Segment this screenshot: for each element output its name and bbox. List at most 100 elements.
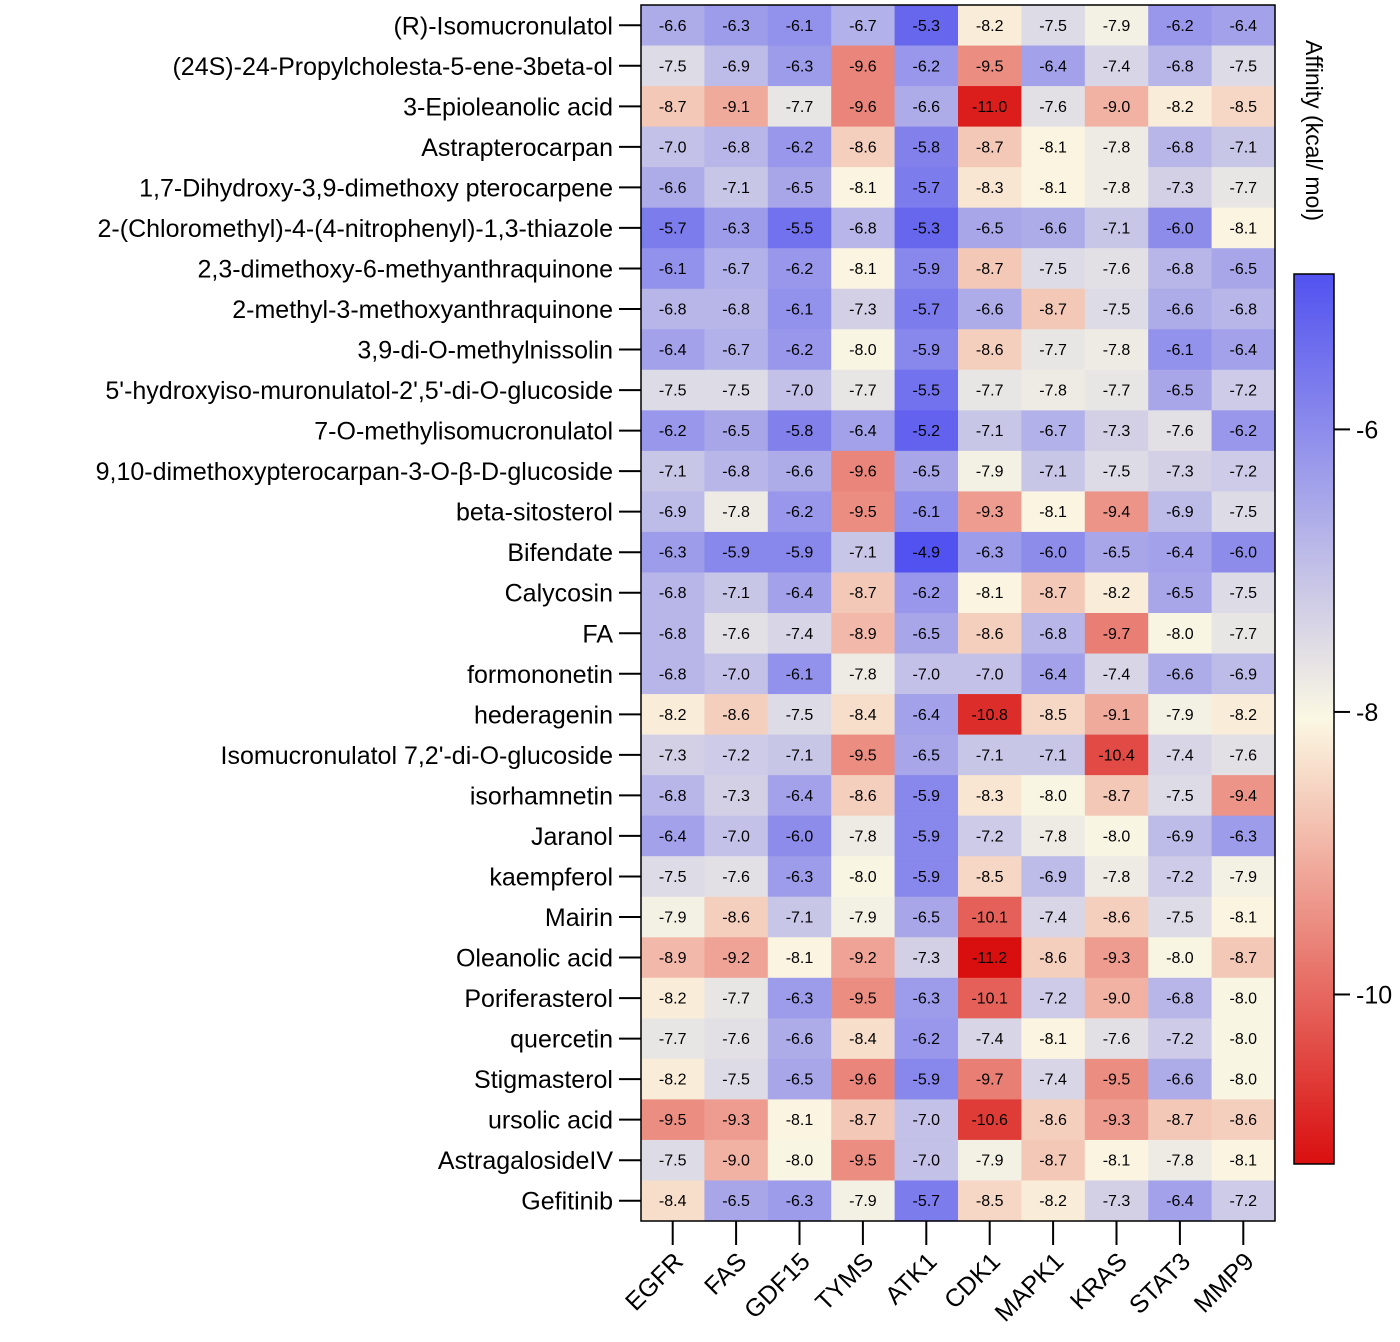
cell-value-label: -8.6 [1103, 910, 1131, 927]
cell-value-label: -6.0 [1166, 220, 1194, 237]
cell-value-label: -7.0 [659, 139, 687, 156]
heatmap-cell [958, 734, 1022, 776]
cell-value-label: -7.1 [1039, 747, 1067, 764]
heatmap-cell [641, 694, 705, 736]
cell-value-label: -8.6 [1039, 1112, 1067, 1129]
heatmap-cell [641, 896, 705, 938]
heatmap-cell [894, 410, 959, 452]
heatmap-cell [1211, 1018, 1276, 1060]
heatmap-cell [767, 491, 832, 533]
cell-value-label: -8.1 [1039, 504, 1067, 521]
heatmap-cell [1148, 410, 1213, 452]
cell-value-label: -8.2 [659, 707, 687, 724]
heatmap-cell [831, 1099, 896, 1141]
cell-value-label: -8.1 [1039, 180, 1067, 197]
cell-value-label: -7.2 [1039, 991, 1067, 1008]
cell-value-label: -7.6 [1103, 261, 1131, 278]
heatmap-cell [767, 694, 832, 736]
row-label: 7-O-methylisomucronulatol [314, 418, 613, 446]
heatmap-cell [767, 937, 832, 979]
heatmap-cell [958, 1058, 1022, 1100]
cell-value-label: -7.0 [722, 828, 750, 845]
heatmap-cell [1211, 653, 1276, 695]
cell-value-label: -7.0 [913, 1153, 941, 1170]
heatmap-cell [1211, 86, 1276, 128]
colorbar-title: Affinity (kcal/ mol) [1301, 40, 1327, 221]
heatmap-cell [641, 572, 705, 614]
heatmap-cell [1084, 1058, 1149, 1100]
row-label: 5'-hydroxyiso-muronulatol-2',5'-di-O-glu… [105, 377, 613, 405]
heatmap-cell [894, 572, 959, 614]
row-label: 9,10-dimethoxypterocarpan-3-O-β-D-glucos… [96, 458, 613, 486]
cell-value-label: -6.8 [659, 626, 687, 643]
heatmap-cell [1021, 248, 1086, 290]
cell-value-label: -5.5 [786, 220, 814, 237]
cell-value-label: -8.0 [1230, 1072, 1258, 1089]
heatmap-axes [619, 4, 1276, 1245]
cell-value-label: -9.4 [1103, 504, 1131, 521]
cell-value-label: -6.3 [786, 58, 814, 75]
cell-value-label: -9.6 [849, 1072, 877, 1089]
heatmap-cell [767, 126, 832, 168]
heatmap-cell [767, 1018, 832, 1060]
cell-value-label: -9.5 [849, 504, 877, 521]
cell-value-label: -5.8 [786, 423, 814, 440]
cell-value-label: -8.5 [1230, 99, 1258, 116]
heatmap-cell [894, 531, 959, 574]
cell-value-label: -9.7 [976, 1072, 1004, 1089]
cell-value-label: -6.5 [722, 423, 750, 440]
heatmap-cell [894, 815, 959, 857]
cell-value-label: -6.1 [913, 504, 941, 521]
cell-value-label: -7.6 [722, 1031, 750, 1048]
cell-value-label: -7.0 [913, 1112, 941, 1129]
heatmap-cell [894, 1139, 959, 1182]
heatmap-cell [958, 207, 1022, 249]
heatmap-cell [1084, 856, 1149, 898]
heatmap-cell [894, 653, 959, 695]
heatmap-cell [831, 1180, 896, 1222]
heatmap-cell [767, 167, 832, 209]
heatmap-cell [894, 329, 959, 371]
row-label: Poriferasterol [464, 985, 613, 1013]
heatmap-cell [831, 896, 896, 938]
heatmap-cell [831, 329, 896, 371]
cell-value-label: -5.5 [913, 383, 941, 400]
cell-value-label: -6.1 [786, 666, 814, 683]
heatmap-cell [1084, 1180, 1149, 1222]
row-label: 2-methyl-3-methoxyanthraquinone [232, 296, 613, 324]
cell-value-label: -7.5 [722, 383, 750, 400]
cell-value-label: -7.1 [786, 910, 814, 927]
heatmap-cell [1021, 167, 1086, 209]
cell-value-label: -7.3 [722, 788, 750, 805]
heatmap-cell [641, 531, 705, 574]
cell-value-label: -9.0 [1103, 99, 1131, 116]
cell-value-label: -8.4 [849, 707, 877, 724]
heatmap-cell [1084, 450, 1149, 492]
heatmap-cell [831, 410, 896, 452]
heatmap-cell [894, 45, 959, 87]
cell-value-label: -6.2 [659, 423, 687, 440]
row-label: Stigmasterol [474, 1066, 613, 1094]
heatmap-cell [1148, 1139, 1213, 1182]
cell-value-label: -7.0 [913, 666, 941, 683]
cell-value-label: -7.4 [1039, 1072, 1067, 1089]
heatmap-cell [1211, 1099, 1276, 1141]
heatmap-cell [704, 288, 769, 330]
cell-value-label: -8.1 [1230, 1153, 1258, 1170]
cell-value-label: -9.4 [1230, 788, 1258, 805]
heatmap-cell [1148, 856, 1213, 898]
heatmap-cell [894, 1058, 959, 1100]
heatmap-cell [1211, 734, 1276, 776]
heatmap-cell [1084, 775, 1149, 817]
heatmap-cell [1148, 1058, 1213, 1100]
cell-value-label: -8.5 [976, 1193, 1004, 1210]
cell-value-label: -5.9 [913, 1072, 941, 1089]
cell-value-label: -10.1 [971, 991, 1008, 1008]
cell-value-label: -6.9 [722, 58, 750, 75]
heatmap-cell [1148, 613, 1213, 655]
heatmap-cell [704, 613, 769, 655]
heatmap-cell [958, 694, 1022, 736]
cell-value-label: -8.2 [1039, 1193, 1067, 1210]
heatmap-cell [831, 207, 896, 249]
heatmap-cell [641, 1058, 705, 1100]
